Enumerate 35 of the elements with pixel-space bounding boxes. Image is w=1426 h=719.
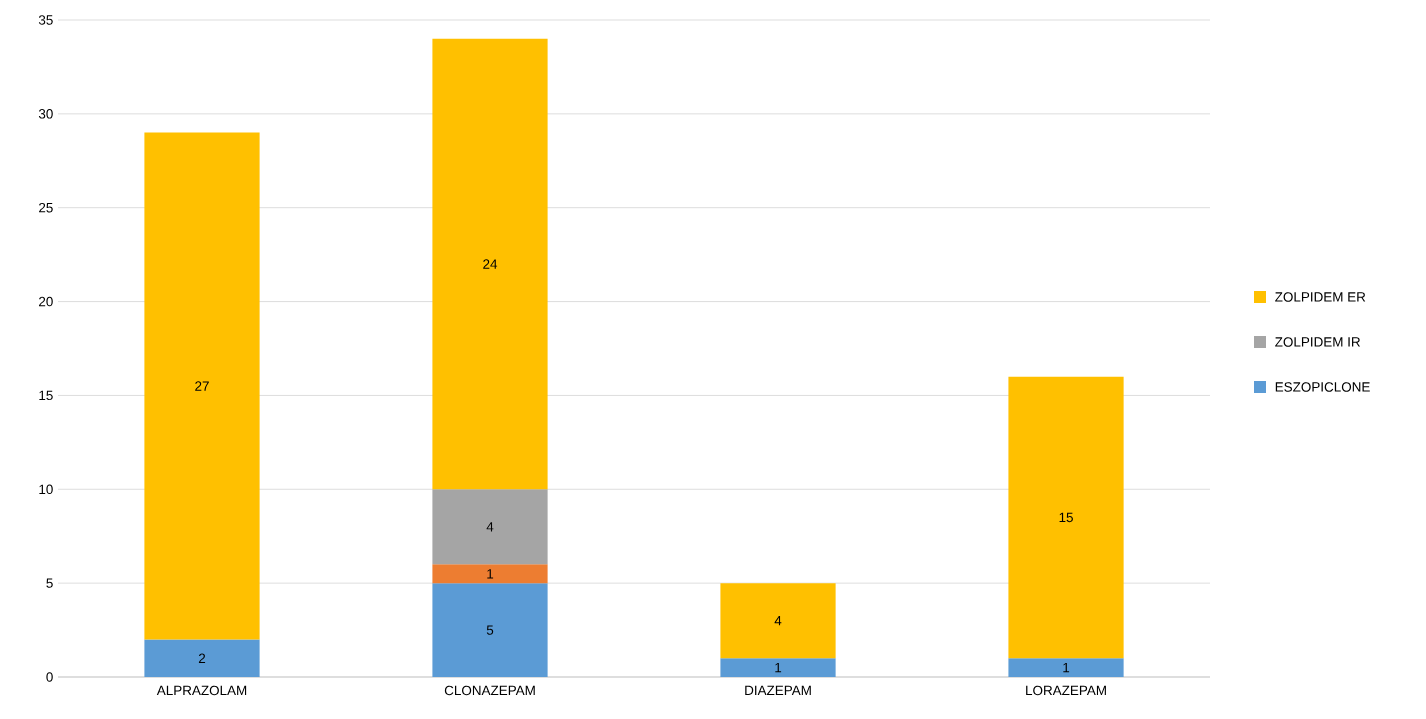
bar — [720, 583, 836, 659]
data-label: 1 — [775, 662, 782, 673]
bar — [432, 38, 548, 490]
legend-label: ESZOPICLONE — [1275, 382, 1370, 392]
x-tick-label: CLONAZEPAM — [444, 685, 535, 696]
data-label: 27 — [195, 381, 209, 391]
bar — [144, 132, 260, 640]
data-label: 24 — [483, 259, 498, 269]
y-tick-label: 0 — [46, 672, 53, 682]
data-label: 1 — [487, 569, 494, 579]
y-tick-label: 10 — [39, 484, 53, 495]
y-tick-label: 20 — [39, 296, 53, 307]
y-tick-label: 15 — [39, 390, 53, 401]
data-label: 4 — [774, 616, 782, 626]
y-tick-label: 30 — [38, 109, 53, 119]
legend-label: ZOLPIDEM ER — [1275, 292, 1366, 302]
data-label: 15 — [1059, 512, 1073, 523]
x-tick-label: ALPRAZOLAM — [156, 685, 247, 696]
x-tick-label: DIAZEPAM — [745, 685, 811, 695]
data-label: 2 — [198, 653, 206, 663]
bar — [1008, 658, 1124, 677]
bar — [432, 489, 548, 565]
y-tick-label: 35 — [38, 15, 53, 25]
bar — [1008, 376, 1124, 659]
data-label: 1 — [1063, 662, 1070, 673]
bar — [432, 564, 548, 584]
legend-label: ZOLPIDEM IR — [1275, 337, 1361, 347]
data-label: 5 — [486, 625, 494, 635]
x-tick-label: LORAZEPAM — [1026, 685, 1106, 696]
y-tick-label: 5 — [46, 578, 53, 588]
data-label: 4 — [486, 522, 494, 532]
bar — [144, 639, 260, 677]
y-tick-label: 25 — [39, 202, 53, 213]
bar — [432, 583, 548, 677]
bar — [720, 658, 836, 677]
